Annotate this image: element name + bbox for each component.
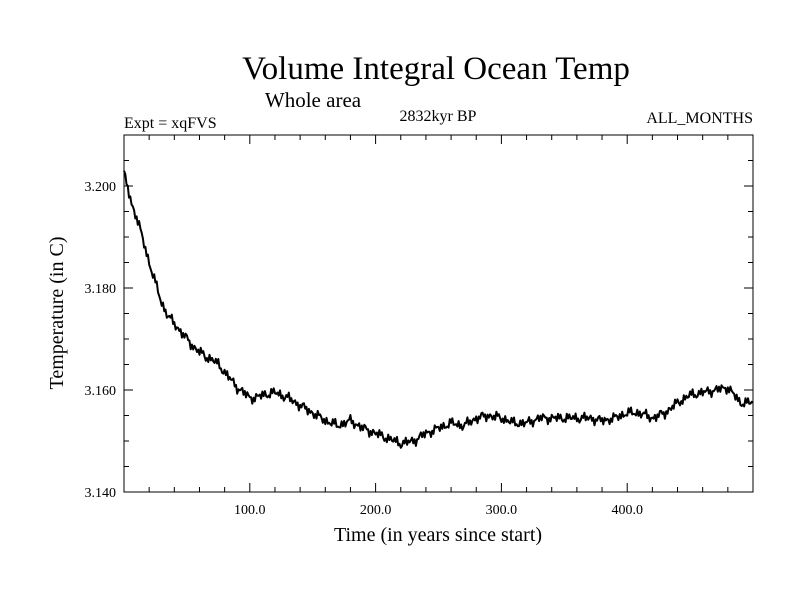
x-axis-label: Time (in years since start)	[334, 524, 542, 546]
axis-ticks	[124, 135, 753, 493]
y-tick-label: 3.160	[85, 384, 117, 399]
months-label: ALL_MONTHS	[646, 110, 753, 127]
y-tick-labels: 3.140 3.160 3.180 3.200	[85, 180, 117, 501]
y-tick-label: 3.180	[85, 282, 117, 297]
period-label: 2832kyr BP	[400, 108, 477, 125]
experiment-label: Expt = xqFVS	[124, 115, 217, 132]
y-axis-label: Temperature (in C)	[46, 237, 68, 390]
x-tick-label: 400.0	[611, 503, 643, 518]
x-tick-label: 300.0	[486, 503, 518, 518]
series-line	[123, 170, 754, 449]
x-tick-label: 200.0	[360, 503, 392, 518]
y-tick-label: 3.200	[85, 180, 117, 195]
chart-subtitle: Whole area	[265, 88, 362, 112]
y-tick-label: 3.140	[85, 486, 117, 501]
plot-frame	[123, 134, 754, 493]
chart-title: Volume Integral Ocean Temp	[242, 51, 630, 87]
x-tick-label: 100.0	[234, 503, 266, 518]
x-tick-labels: 100.0 200.0 300.0 400.0	[234, 503, 643, 518]
